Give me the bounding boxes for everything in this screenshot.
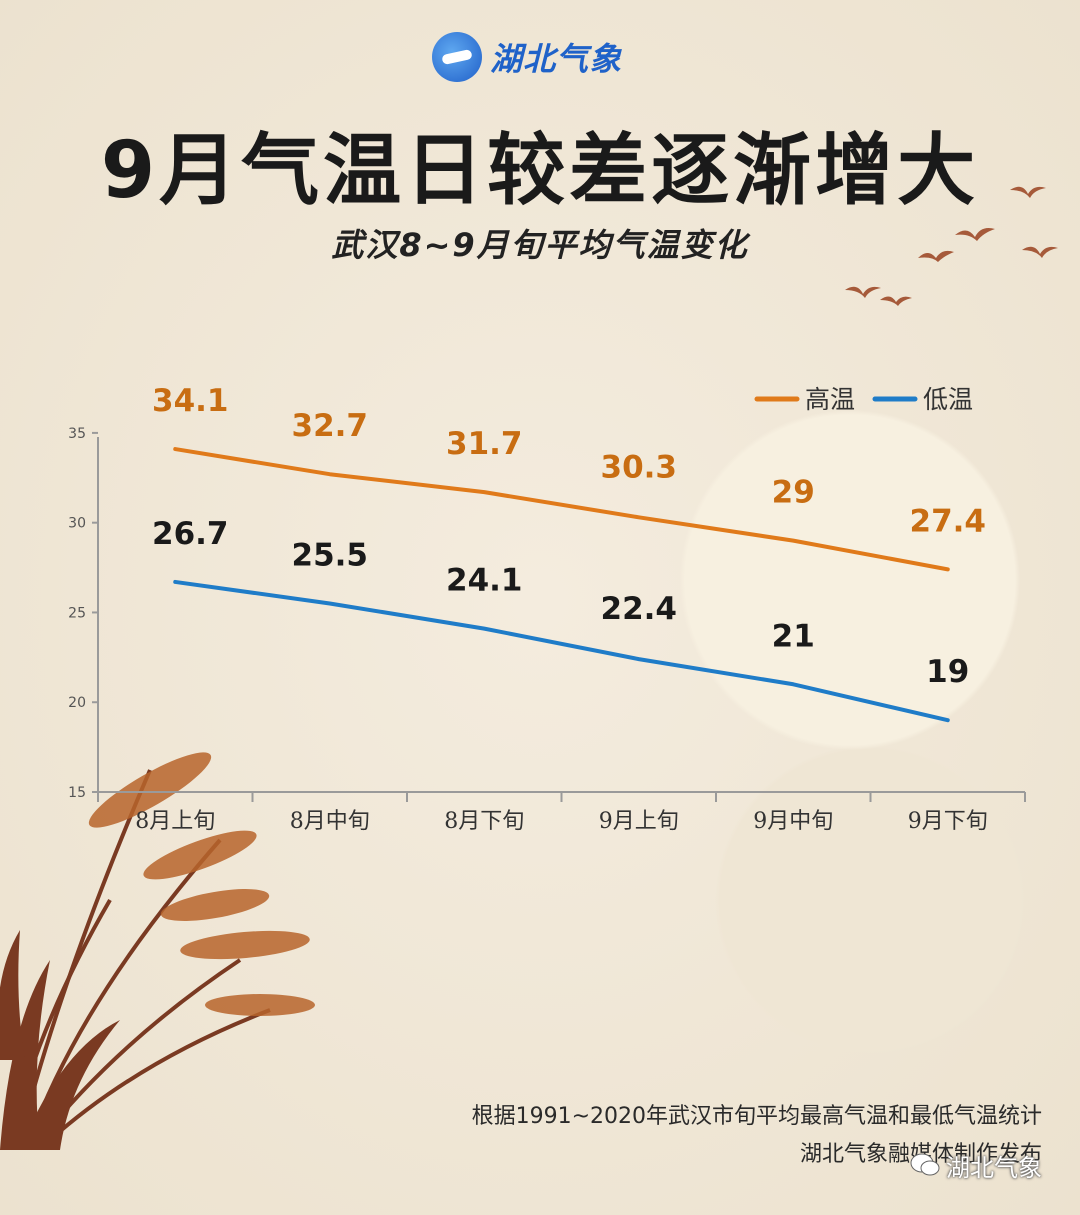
watermark: 湖北气象 (910, 1148, 1042, 1182)
x-tick-label: 8月上旬 (135, 809, 215, 834)
data-label: 24.1 (446, 563, 523, 599)
series-line-low (173, 579, 950, 723)
chart-subtitle: 武汉8~9月旬平均气温变化 (331, 226, 749, 264)
data-label: 30.3 (601, 449, 678, 485)
y-tick-label: 25 (68, 605, 86, 621)
data-point (329, 602, 331, 604)
x-tick-label: 8月中旬 (290, 809, 370, 834)
data-point (329, 473, 331, 475)
data-label: 29 (772, 475, 815, 511)
data-label: 19 (926, 654, 969, 690)
data-label: 21 (772, 618, 815, 654)
data-label: 32.7 (292, 408, 369, 444)
watermark-text: 湖北气象 (946, 1153, 1042, 1182)
wechat-icon (910, 1153, 940, 1176)
data-point (483, 491, 485, 493)
data-point (792, 683, 794, 685)
series-line-high (173, 447, 950, 572)
data-label: 25.5 (292, 537, 369, 573)
data-label: 22.4 (601, 591, 678, 627)
y-tick-label: 30 (68, 516, 86, 532)
data-point (947, 568, 949, 570)
data-label: 26.7 (152, 516, 229, 552)
data-point (947, 719, 949, 721)
y-tick-label: 35 (68, 426, 86, 442)
reeds-icon (0, 752, 315, 1150)
legend-label: 高温 (805, 385, 855, 414)
x-tick-label: 9月中旬 (753, 809, 833, 834)
y-tick-label: 15 (68, 785, 86, 801)
data-point (483, 628, 485, 630)
data-point (174, 448, 176, 450)
data-point (792, 540, 794, 542)
birds-icon (845, 186, 1058, 306)
data-point (174, 581, 176, 583)
brand-logo: 湖北气象 (432, 30, 622, 84)
x-tick-label: 9月下旬 (908, 809, 988, 834)
data-point (638, 658, 640, 660)
data-label: 34.1 (152, 383, 229, 419)
brand-name: 湖北气象 (490, 40, 623, 78)
page-title: 9月气温日较差逐渐增大 (100, 126, 980, 216)
x-tick-label: 8月下旬 (444, 809, 524, 834)
data-label: 31.7 (446, 426, 523, 462)
footer-source: 根据1991~2020年武汉市旬平均最高气温和最低气温统计 (471, 1104, 1042, 1129)
y-tick-label: 20 (68, 695, 86, 711)
x-tick-label: 9月上旬 (599, 809, 679, 834)
data-point (638, 516, 640, 518)
weather-logo-icon (432, 32, 482, 82)
legend-label: 低温 (923, 385, 973, 414)
data-label: 27.4 (910, 503, 987, 539)
